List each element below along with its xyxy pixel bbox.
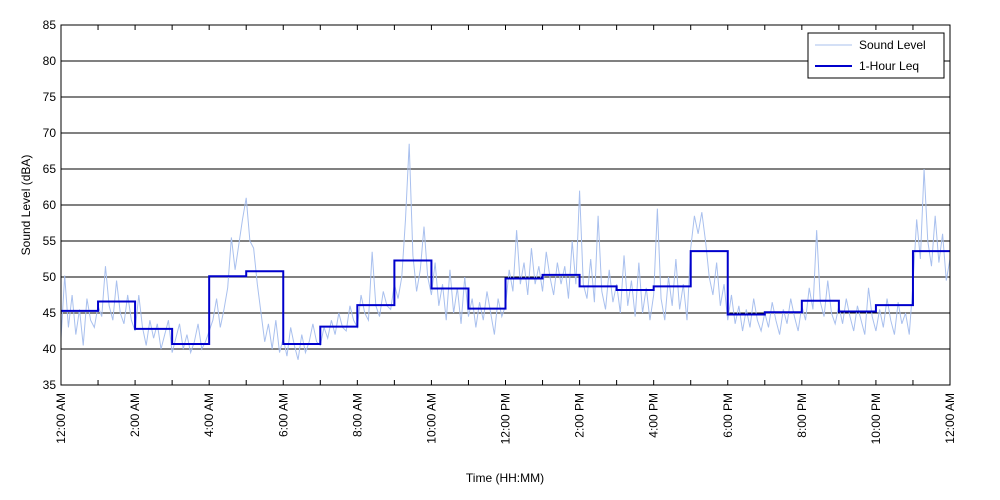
x-tick-label: 12:00 PM: [499, 393, 513, 444]
x-tick-label: 8:00 AM: [350, 393, 364, 437]
legend: Sound Level 1-Hour Leq: [807, 32, 945, 79]
x-tick-label: 8:00 PM: [795, 393, 809, 438]
y-tick-label: 35: [43, 378, 57, 392]
x-tick-label: 12:00 AM: [54, 393, 68, 444]
y-axis-label: Sound Level (dBA): [19, 155, 33, 256]
leq-step-line: [61, 250, 950, 345]
series-1-hour-leq: [61, 250, 950, 345]
x-tick-label: 12:00 AM: [943, 393, 957, 444]
x-tick-label: 4:00 AM: [202, 393, 216, 437]
legend-label-1-hour-leq: 1-Hour Leq: [859, 59, 919, 73]
y-tick-label: 85: [43, 18, 57, 32]
x-tick-labels: 12:00 AM 2:00 AM 4:00 AM 6:00 AM 8:00 AM 10:0…: [54, 393, 957, 444]
x-tick-label: 4:00 PM: [647, 393, 661, 438]
y-tick-label: 55: [43, 234, 57, 248]
x-tick-label: 6:00 PM: [721, 393, 735, 438]
y-tick-labels: 35 40 45 50 55 60 65 70 75 80 85: [43, 18, 57, 392]
y-tick-label: 70: [43, 126, 57, 140]
x-tick-label: 2:00 AM: [128, 393, 142, 437]
x-tick-label: 10:00 AM: [424, 393, 438, 444]
y-tick-label: 50: [43, 270, 57, 284]
legend-label-sound-level: Sound Level: [859, 38, 926, 52]
y-tick-label: 65: [43, 162, 57, 176]
legend-box: [807, 32, 945, 79]
y-tick-label: 75: [43, 90, 57, 104]
x-tick-label: 6:00 AM: [276, 393, 290, 437]
plot-frame: [60, 24, 951, 386]
y-tick-label: 60: [43, 198, 57, 212]
x-axis-label: Time (HH:MM): [466, 471, 544, 485]
x-tick-label: 10:00 PM: [869, 393, 883, 444]
x-tick-label: 2:00 PM: [573, 393, 587, 438]
y-tick-label: 40: [43, 342, 57, 356]
y-tick-label: 80: [43, 54, 57, 68]
y-tick-label: 45: [43, 306, 57, 320]
